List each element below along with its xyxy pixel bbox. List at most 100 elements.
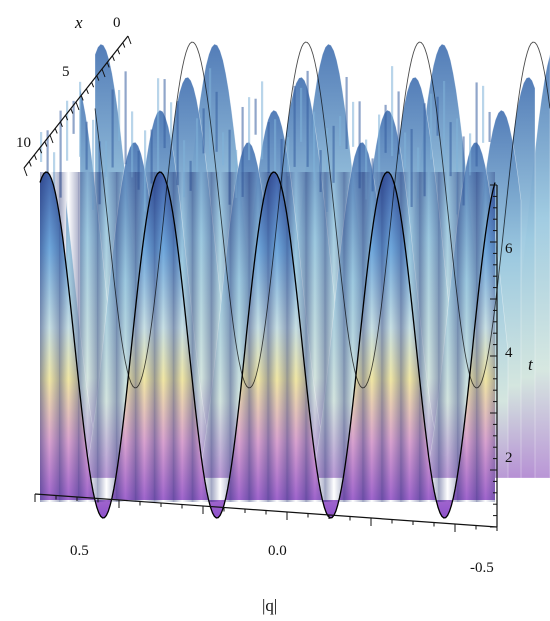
surface-spike [196, 118, 199, 191]
surface-spike [183, 140, 186, 198]
surface-shade-stripe [172, 172, 192, 502]
x-axis-title: x [74, 13, 83, 32]
x-axis-tick [49, 134, 54, 144]
surface-spike [209, 68, 212, 156]
x-axis-tick [65, 115, 69, 121]
q-axis-title: |q| [262, 596, 277, 615]
x-axis-ticks [23, 35, 132, 177]
x-axis-tick [96, 75, 100, 81]
surface-shade-stripe [286, 172, 306, 502]
surface-shade-stripe [210, 172, 230, 502]
x-axis-tick [111, 55, 115, 61]
surface-spike [248, 97, 251, 161]
surface-spike [443, 80, 446, 162]
x-axis-tick [127, 35, 132, 45]
surface-spike [488, 111, 491, 142]
surface-spike [280, 138, 283, 205]
surface-spike [358, 101, 361, 189]
surface-spike [163, 79, 166, 149]
x-axis-tick [23, 167, 28, 177]
surface-spike [202, 108, 205, 154]
surface-spike [352, 101, 355, 147]
surface-shade-stripe [267, 172, 287, 502]
surface-spike [85, 121, 88, 170]
surface-spike [131, 111, 134, 178]
surface-spike [144, 130, 147, 212]
surface-spike [137, 150, 140, 190]
x-axis-tick [85, 88, 89, 94]
surface-spike [423, 103, 426, 197]
surface-shade-stripe [58, 172, 78, 502]
x-axis-tick [75, 101, 80, 111]
x-axis-tick [117, 49, 121, 55]
t-axis: 2 4 6 t [490, 184, 534, 528]
surface-spike [111, 89, 114, 168]
x-axis-tick [44, 141, 48, 147]
surface-spike [287, 137, 290, 177]
surface-spike [241, 106, 244, 197]
surface-spike [79, 81, 82, 157]
surface-shade-stripe [324, 172, 344, 502]
x-axis-tick [59, 121, 63, 127]
front-profile-line [39, 171, 496, 519]
surface-shade-stripe [400, 172, 420, 502]
surface-spike [274, 119, 277, 213]
surface-spike [170, 102, 173, 145]
surface-spike [254, 98, 257, 135]
surface-spike [215, 91, 218, 152]
x-tick-label-0: 0 [113, 15, 121, 31]
surface-shade-stripe [438, 172, 458, 502]
surface-spike [430, 93, 433, 160]
surface-shade-stripe [457, 172, 477, 502]
surface-spike [72, 100, 75, 134]
surface-spike [332, 125, 335, 183]
x-axis-tick [106, 62, 110, 68]
t-tick-label-2: 6 [505, 241, 513, 257]
surface-spike [449, 122, 452, 177]
t-axis-title: t [528, 355, 534, 374]
x-axis-tick [33, 154, 37, 160]
surface-spike [339, 116, 342, 147]
x-axis-tick [80, 95, 84, 101]
surface-spike [150, 129, 153, 184]
surface-spike [176, 101, 179, 186]
surface-spike [469, 133, 472, 176]
surface-spike [59, 110, 62, 198]
surface-spike [267, 121, 270, 173]
surface-shade-stripe [343, 172, 363, 502]
surface-shade-stripe [96, 172, 116, 502]
surface-shade-stripe [248, 172, 268, 502]
surface-spike [261, 81, 264, 160]
surface-spike [222, 132, 225, 166]
back-profile-line [94, 41, 550, 389]
surface-spike [391, 66, 394, 157]
q-tick-label-0: 0.5 [70, 543, 89, 559]
surface-spike [306, 70, 309, 167]
x-axis-tick [101, 68, 106, 78]
q-tick-label-2: -0.5 [470, 560, 494, 576]
surface-spike [66, 100, 69, 161]
surface-spike [384, 104, 387, 153]
surface-shade-stripe [476, 172, 495, 502]
surface-shade-stripe [229, 172, 249, 502]
surface-spike [319, 150, 322, 193]
x-axis-tick [91, 82, 95, 88]
t-tick-label-1: 4 [505, 345, 513, 361]
surface-spike [46, 130, 49, 203]
t-axis-ticks [490, 184, 497, 528]
surface-spike [105, 140, 108, 177]
q-tick-label-1: 0.0 [268, 543, 287, 559]
surface-spike [482, 85, 485, 143]
x-axis-tick [70, 108, 74, 114]
t-tick-label-0: 2 [505, 450, 513, 466]
surface-spike [326, 127, 329, 212]
surface-spike [456, 118, 459, 215]
x-tick-label-1: 5 [62, 64, 70, 80]
x-axis: 0 5 10 x [16, 13, 132, 177]
surface-spike [404, 132, 407, 169]
surface-spike [124, 71, 127, 165]
surface-spike [462, 136, 465, 206]
x-axis-tick [54, 128, 58, 134]
surface-spike [475, 82, 478, 167]
